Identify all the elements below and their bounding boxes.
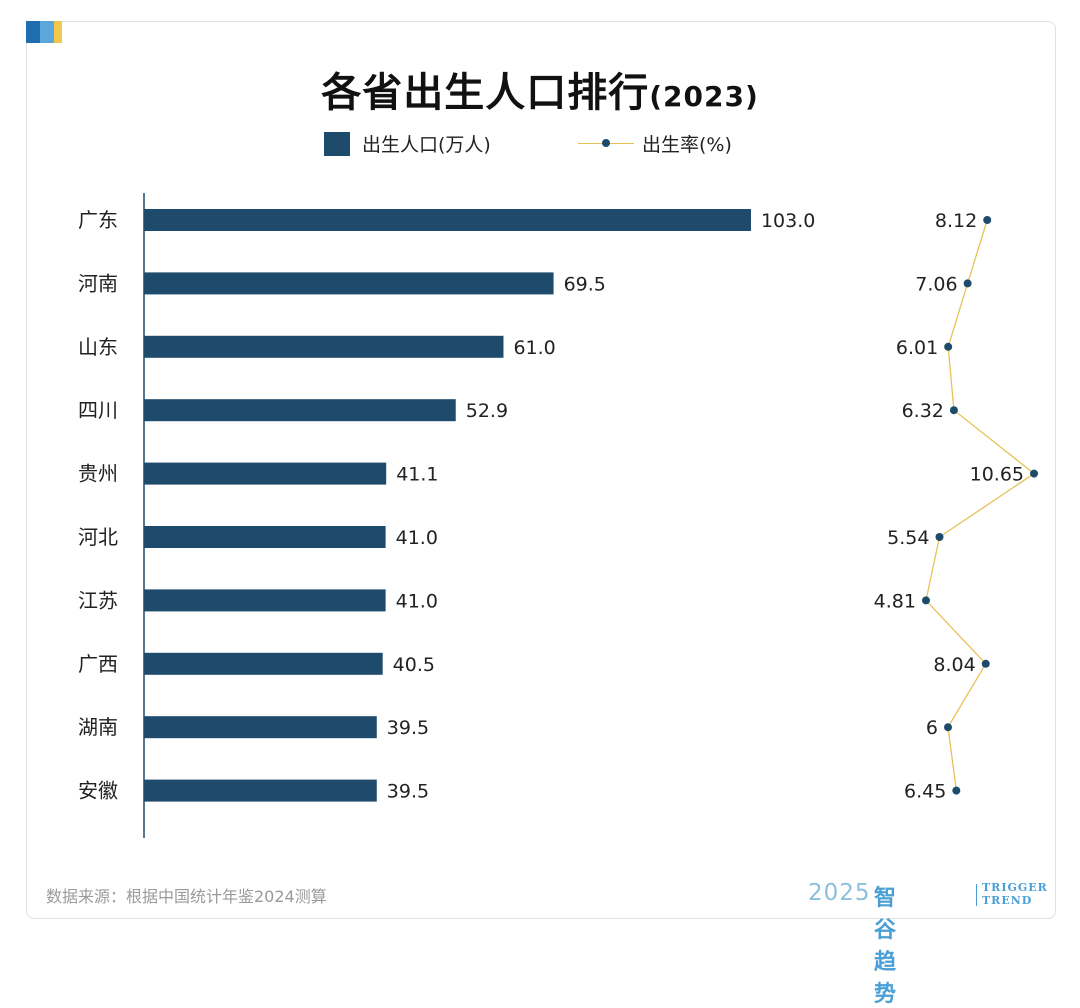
rate-value-label: 7.06 xyxy=(915,273,957,295)
rate-value-label: 6.01 xyxy=(896,337,938,359)
bar xyxy=(144,779,377,802)
category-label: 广东 xyxy=(78,208,118,232)
bar xyxy=(144,716,377,739)
rate-point xyxy=(935,533,944,541)
rate-value-label: 8.12 xyxy=(935,210,977,232)
brand-name-en: TRIGGER TREND xyxy=(982,881,1048,907)
brand-name-cn: 智谷趋势 xyxy=(874,885,897,1007)
legend-bar-label: 出生人口(万人) xyxy=(362,134,491,156)
brand-name-en-2: TREND xyxy=(982,894,1033,907)
bar xyxy=(144,399,456,422)
bar-value-label: 52.9 xyxy=(466,400,508,422)
chart-title-main: 各省出生人口排行 xyxy=(321,70,650,116)
legend-line-label: 出生率(%) xyxy=(642,134,732,156)
rate-value-label: 4.81 xyxy=(874,590,916,612)
corner-accent xyxy=(26,21,62,43)
rate-point xyxy=(944,342,953,351)
bar-value-label: 41.1 xyxy=(396,464,438,486)
brand-year: 2025 xyxy=(808,880,871,906)
category-label: 湖南 xyxy=(78,715,118,739)
bar-value-label: 39.5 xyxy=(387,717,429,739)
rate-point xyxy=(981,659,990,668)
rate-line xyxy=(925,219,1036,791)
chart-plot: 广东 103.0 河南 69.5 山东 61.0 四川 52.9 贵州 41.1 河北 41.0 江苏 4… xyxy=(78,193,1039,838)
bar xyxy=(144,335,504,358)
rate-point xyxy=(983,216,992,224)
rate-point xyxy=(921,596,930,605)
bar xyxy=(144,209,751,231)
brand-name-en-1: TRIGGER xyxy=(982,881,1048,894)
source-note: 数据来源：根据中国统计年鉴2024测算 xyxy=(46,887,327,906)
bar-value-label: 103.0 xyxy=(761,210,815,232)
bar xyxy=(144,526,386,548)
legend-line-dot xyxy=(602,139,610,147)
bar xyxy=(144,589,386,612)
rate-point xyxy=(944,723,952,732)
category-label: 河北 xyxy=(78,525,118,549)
rate-point xyxy=(963,279,972,288)
rate-value-label: 8.04 xyxy=(933,654,975,676)
rate-point xyxy=(949,406,958,415)
rate-value-label: 10.65 xyxy=(970,464,1024,486)
chart-title: 各省出生人口排行(2023) xyxy=(0,60,1080,118)
brand-divider xyxy=(976,884,977,906)
legend-bar-swatch xyxy=(324,132,350,156)
category-label: 广西 xyxy=(78,652,118,676)
bar-value-label: 41.0 xyxy=(396,527,438,549)
rate-value-label: 6.45 xyxy=(904,781,946,803)
rate-value-label: 5.54 xyxy=(887,527,929,549)
rate-point xyxy=(1030,469,1039,478)
bar xyxy=(144,652,383,675)
rate-value-label: 6.32 xyxy=(902,400,944,422)
bar-value-label: 69.5 xyxy=(564,273,606,295)
rate-value-label: 6 xyxy=(926,717,938,739)
bar xyxy=(144,272,554,295)
category-label: 安徽 xyxy=(78,779,118,803)
category-label: 江苏 xyxy=(78,588,118,612)
bar-value-label: 40.5 xyxy=(393,654,435,676)
category-label: 河南 xyxy=(78,271,118,295)
chart-title-year: (2023) xyxy=(649,80,759,113)
legend: 出生人口(万人) 出生率(%) xyxy=(0,128,1080,158)
category-label: 四川 xyxy=(78,398,118,422)
category-label: 贵州 xyxy=(78,462,118,486)
bar-value-label: 41.0 xyxy=(396,590,438,612)
bar-value-label: 61.0 xyxy=(513,337,555,359)
category-label: 山东 xyxy=(78,335,118,359)
rate-point xyxy=(952,786,961,795)
bar-value-label: 39.5 xyxy=(387,781,429,803)
bar xyxy=(144,462,387,485)
